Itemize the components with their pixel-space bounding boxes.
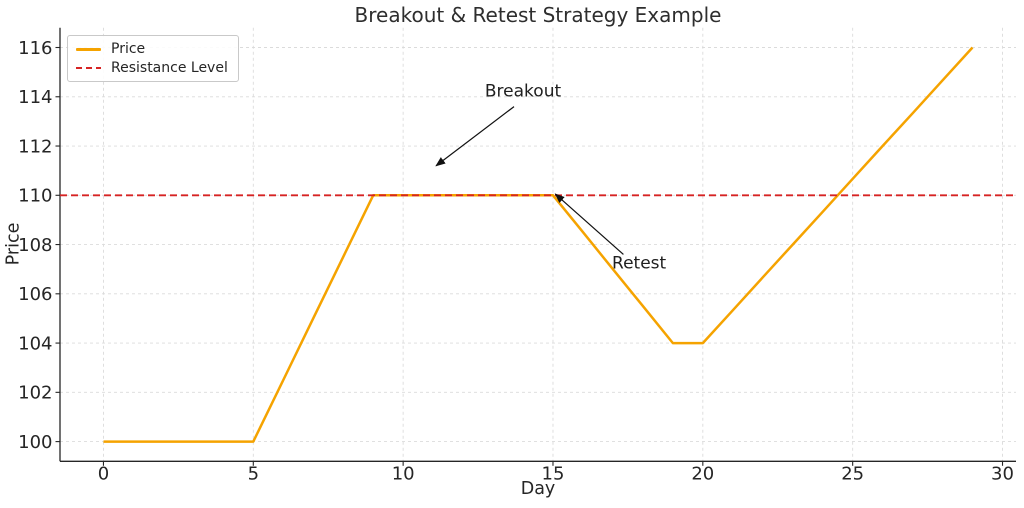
legend: Price Resistance Level: [67, 35, 239, 83]
svg-text:30: 30: [991, 464, 1014, 485]
x-axis-label: Day: [520, 479, 556, 499]
svg-text:5: 5: [248, 464, 259, 485]
chart-title: Breakout & Retest Strategy Example: [354, 3, 722, 27]
svg-text:100: 100: [18, 432, 52, 453]
price-line-swatch-icon: [76, 47, 101, 51]
svg-text:25: 25: [841, 464, 864, 485]
breakout-arrow: [435, 106, 515, 167]
retest-arrow: [554, 193, 624, 255]
svg-text:110: 110: [18, 186, 52, 207]
svg-text:0: 0: [98, 464, 109, 485]
legend-label-price: Price: [111, 41, 146, 57]
gridlines: [60, 27, 1016, 462]
svg-text:15: 15: [542, 464, 565, 485]
annotation-retest: Retest: [612, 253, 667, 274]
annotation-breakout: Breakout: [484, 81, 562, 102]
legend-item-price: Price: [76, 41, 228, 57]
svg-text:102: 102: [18, 383, 52, 404]
resistance-line-swatch-icon: [76, 67, 101, 70]
svg-text:10: 10: [392, 464, 415, 485]
tick-marks: [55, 46, 1004, 466]
svg-text:114: 114: [18, 87, 52, 108]
x-tick-labels: 0 5 10 15 20 25 30: [98, 464, 1014, 485]
svg-text:20: 20: [691, 464, 714, 485]
svg-text:108: 108: [18, 235, 52, 256]
legend-label-resistance: Resistance Level: [111, 60, 228, 77]
svg-text:112: 112: [18, 136, 52, 157]
legend-item-resistance: Resistance Level: [76, 60, 228, 76]
svg-text:116: 116: [18, 38, 52, 59]
y-tick-labels: 100 102 104 106 108 110 112 114 116: [18, 38, 52, 453]
svg-text:106: 106: [18, 284, 52, 305]
y-axis-label: Price: [3, 222, 24, 266]
svg-text:104: 104: [18, 333, 52, 354]
